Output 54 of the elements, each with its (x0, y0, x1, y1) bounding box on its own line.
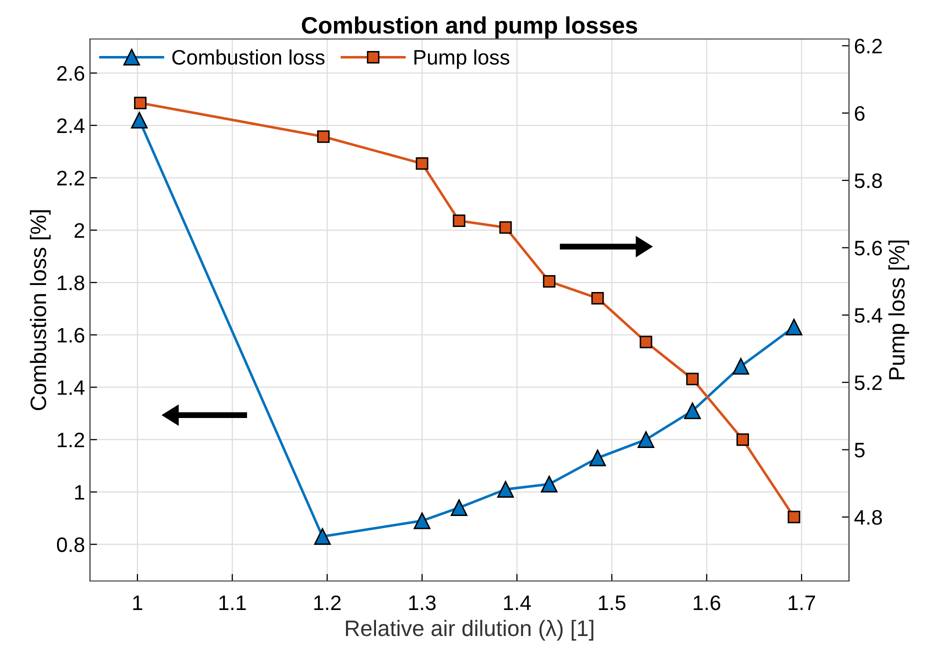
y-tick-label: 2.4 (57, 118, 85, 133)
chart-title: Combustion and pump losses (302, 16, 638, 38)
y2-tick-label: 5.6 (854, 240, 882, 256)
x-tick-label: 1.7 (788, 596, 815, 610)
point (134, 96, 147, 110)
y-tick-label: 2.6 (57, 66, 84, 81)
y-tick-label: 1 (75, 485, 84, 500)
point (314, 528, 331, 545)
y2-tick-label: 5.2 (854, 375, 882, 390)
y-tick-label: 1.2 (58, 432, 84, 448)
point (450, 499, 468, 516)
point (414, 512, 430, 530)
y2-tick-label: 4.8 (854, 510, 882, 525)
point (786, 318, 802, 336)
y-tick-label: 1.6 (58, 328, 84, 343)
x-tick-label: 1.5 (598, 596, 626, 610)
y2-tick-label: 5.8 (854, 173, 882, 188)
x-tick-label: 1.2 (314, 595, 341, 610)
point (452, 214, 466, 228)
point (497, 481, 514, 498)
point (638, 431, 654, 448)
point (540, 476, 558, 492)
x-tick-label: 1.3 (409, 595, 436, 610)
y-tick-label: 2 (74, 223, 84, 238)
x-axis-title: Relative air dilution (λ) [1] (346, 620, 594, 641)
y-tick-label: 2.2 (57, 170, 84, 186)
legend-label: Pump loss (414, 49, 510, 69)
y-tick-label: 1.8 (58, 276, 84, 290)
y2-tick-label: 5.4 (854, 308, 882, 323)
x-tick-label: 1 (133, 596, 142, 610)
point (732, 358, 750, 375)
point (589, 450, 606, 466)
y2-tick-label: 6 (854, 106, 865, 121)
point (416, 157, 428, 170)
point (591, 292, 604, 304)
y-tick-label: 1.4 (58, 380, 85, 395)
legend-label: Combustion loss (172, 49, 324, 65)
x-tick-label: 1.4 (504, 596, 531, 610)
point (640, 336, 652, 348)
point (131, 112, 148, 129)
y2-tick-label: 5 (854, 442, 865, 458)
y2-axis-title: Pump loss [%] (888, 240, 910, 380)
point (686, 372, 699, 386)
point (684, 402, 701, 420)
y-axis-title: Combustion loss [%] (30, 210, 51, 410)
point (788, 510, 800, 524)
point (736, 433, 749, 446)
y-tick-label: 0.8 (56, 537, 84, 552)
y2-tick-label: 6.2 (854, 38, 882, 54)
x-tick-label: 1.1 (219, 596, 246, 610)
point (542, 275, 556, 288)
x-tick-label: 1.6 (694, 595, 720, 610)
point (499, 221, 512, 234)
point (317, 130, 330, 143)
